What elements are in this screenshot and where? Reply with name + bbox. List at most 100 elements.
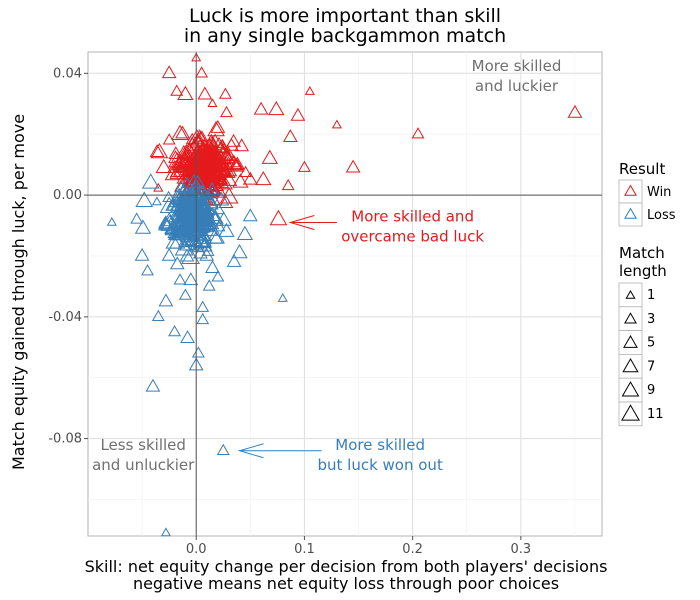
data-point [159,196,179,213]
legend-size-triangle-icon [623,335,638,348]
data-point [216,142,232,156]
data-point [199,247,215,261]
y-tick-label: -0.08 [48,432,82,447]
data-points [106,52,583,537]
data-point [225,154,241,168]
chart-title-line-1: Luck is more important than skill [189,5,501,27]
data-point [213,160,232,177]
annotation-2-line-1: More skilled and [351,208,474,226]
annotation-1-line-2: and luckier [475,77,559,95]
data-point [281,178,295,191]
data-point [162,133,176,145]
data-point [209,146,223,159]
data-point [202,279,216,291]
data-point [195,205,211,219]
data-point [196,312,210,325]
data-point [189,159,206,175]
legend-size-label: 9 [647,383,655,398]
data-point [171,210,187,224]
data-point [151,309,165,322]
data-point [153,182,164,192]
annotation-2-line-2: overcame bad luck [341,228,484,246]
data-point [164,167,180,181]
plot-panel [87,51,603,537]
data-point [175,157,190,171]
data-point [411,127,425,139]
data-point [231,244,248,259]
data-point [253,101,269,115]
data-point [180,330,195,343]
data-point [198,235,212,247]
data-point [183,272,199,286]
annotation-arrowhead-2 [237,443,264,459]
data-point [200,145,214,157]
data-point [155,158,172,174]
legend-key-win [618,179,643,204]
legend-label-win: Win [647,185,671,200]
data-point [171,231,182,241]
plot-area: 0.0 0.1 0.2 0.3 0.04 0.00 -0.04 -0.08 More skill… [48,51,603,557]
data-point [145,378,161,392]
legend-size-triangle-icon [621,404,640,421]
x-tick-label: 0.0 [186,542,207,557]
data-point [197,86,213,100]
legend-key-loss [618,202,643,227]
data-point [106,216,117,226]
data-point [182,225,193,235]
data-point [169,256,185,270]
legend-size-triangle-icon [621,381,640,397]
data-point [226,253,242,267]
data-point [269,209,288,226]
annotation-4-line-1: Less skilled [100,436,185,454]
data-point [161,211,178,227]
data-point [203,191,215,200]
legend-size-label: 5 [647,336,655,351]
data-point [304,86,315,95]
data-point [215,211,232,226]
data-point [282,129,298,143]
data-point [165,197,181,211]
data-point [220,171,238,186]
data-point [197,157,211,169]
data-point [232,173,249,188]
data-point [216,443,230,455]
x-tick-label: 0.3 [510,542,531,557]
legend-result-title: Result [619,160,665,178]
data-point [150,142,169,159]
legend-size-key [618,330,643,355]
data-point [175,125,190,139]
data-point [179,145,195,159]
data-point [130,212,144,224]
data-point [189,236,205,250]
data-point [183,145,199,159]
data-point [191,346,205,358]
data-point [205,135,219,148]
data-point [218,87,232,99]
y-axis-title: Match equity gained through luck, per mo… [9,114,28,470]
data-point [183,234,197,246]
legend-triangle-icon [624,184,637,196]
legend-size-triangle-icon [622,358,639,373]
data-point [242,171,258,185]
series-loss [106,173,288,537]
data-point [207,98,218,108]
legend-size-triangle-icon [624,312,637,324]
x-tick-label: 0.2 [402,542,423,557]
data-point [196,164,212,178]
legend-triangle-icon [624,207,637,219]
data-point [180,204,194,216]
data-point [135,191,154,207]
data-point [169,160,189,178]
data-point [196,300,210,312]
legend-size-key [618,353,643,379]
legend-size-label: 1 [647,288,655,303]
data-point [207,120,225,137]
data-point [190,202,204,215]
data-point [268,100,285,116]
data-point [177,234,193,248]
data-point [134,247,150,261]
data-point [165,234,182,249]
x-axis-title-line-1: Skill: net equity change per decision fr… [85,557,608,576]
data-point [167,224,186,240]
